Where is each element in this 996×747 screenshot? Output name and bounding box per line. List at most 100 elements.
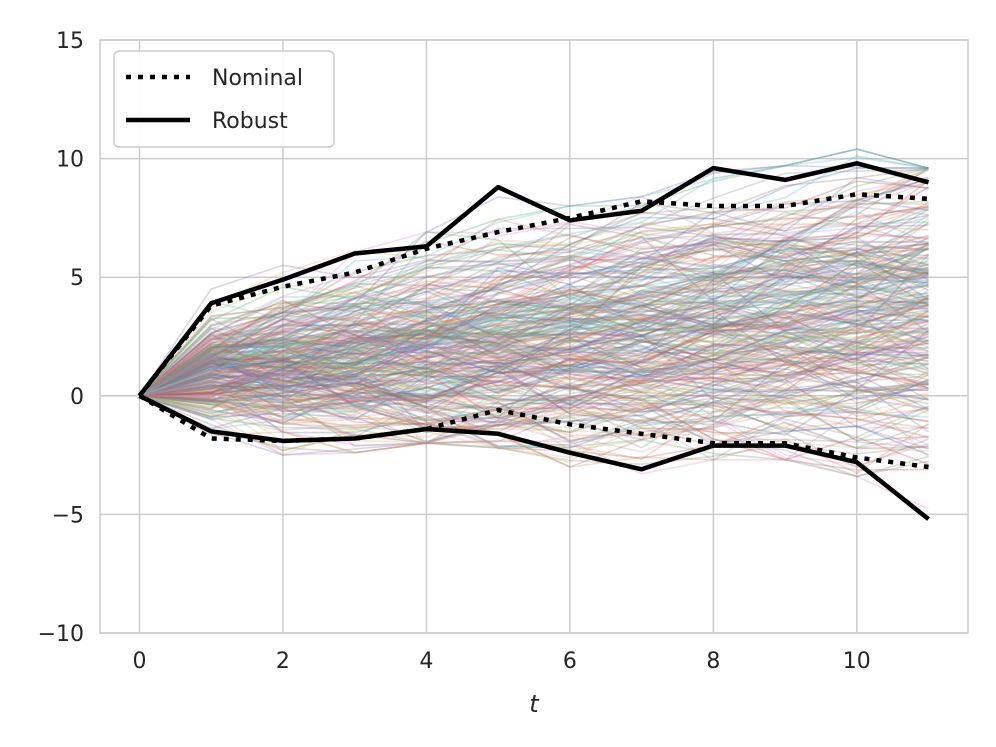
sample-path-line [139, 236, 929, 397]
sample-path-line [139, 201, 929, 397]
legend-robust-label: Robust [212, 109, 288, 134]
sample-path-line [138, 243, 929, 397]
sample-path-line [139, 167, 929, 397]
sample-path-line [139, 308, 929, 397]
sample-path-line [139, 363, 929, 449]
sample-path-line [139, 317, 929, 418]
sample-path-line [138, 224, 929, 397]
sample-path-line [139, 309, 929, 397]
y-tick-label: 5 [70, 266, 84, 291]
sample-path-line [138, 148, 929, 397]
sample-path-line [139, 198, 929, 399]
sample-path-line [139, 277, 929, 397]
sample-path-line [139, 342, 929, 413]
sample-path-line [138, 299, 929, 397]
sample-path-line [139, 313, 929, 452]
sample-path-line [139, 294, 929, 397]
sample-path-line [139, 204, 929, 397]
sample-path-line [139, 257, 930, 420]
sample-path-line [138, 169, 929, 397]
y-tick-label: −5 [52, 503, 84, 528]
sample-path-line [139, 358, 929, 468]
sample-path-line [139, 271, 929, 397]
sample-path-line [139, 359, 929, 410]
sample-path-line [139, 354, 929, 404]
sample-path-line [139, 342, 929, 437]
bound-lines [137, 161, 930, 521]
sample-path-line [139, 361, 929, 456]
x-tick-label: 8 [706, 649, 720, 674]
x-tick-label: 4 [419, 649, 433, 674]
sample-path-line [138, 269, 929, 397]
sample-path-line [139, 270, 929, 397]
sample-path-line [139, 387, 930, 458]
sample-path-line [139, 242, 930, 397]
sample-path-line [139, 331, 929, 397]
sample-path-line [139, 352, 929, 416]
sample-path-line [138, 248, 929, 397]
sample-path-line [139, 326, 929, 422]
sample-path-line [139, 263, 929, 414]
sample-path-line [139, 284, 929, 397]
sample-path-line [139, 308, 929, 424]
sample-path-line [139, 295, 929, 397]
sample-path-line [139, 364, 929, 442]
sample-path-line [139, 247, 929, 397]
sample-path-line [139, 366, 929, 445]
sample-path-line [139, 296, 929, 397]
sample-path-line [139, 384, 929, 442]
sample-path-line [139, 274, 929, 397]
sample-path-line [139, 346, 929, 450]
sample-path-line [139, 311, 929, 411]
sample-path-line [139, 243, 929, 397]
sample-path-line [139, 274, 929, 399]
sample-path-line [139, 323, 929, 402]
sample-path-line [139, 320, 929, 397]
sample-path-line [139, 205, 929, 397]
sample-path-line [139, 221, 929, 397]
sample-path-line [139, 395, 929, 456]
sample-path-line [139, 330, 929, 397]
sample-path-line [139, 272, 929, 397]
sample-path-line [139, 334, 929, 397]
sample-path-line [139, 395, 929, 467]
sample-path-line [139, 274, 929, 397]
sample-path-line [139, 180, 929, 397]
sample-path-line [139, 202, 929, 397]
sample-path-line [138, 208, 929, 397]
sample-path-line [139, 295, 929, 397]
sample-path-line [138, 263, 929, 397]
nominal-upper-line [137, 191, 929, 398]
sample-path-line [139, 348, 929, 404]
sample-path-line [138, 231, 929, 397]
sample-path-line [139, 236, 929, 397]
sample-path-line [138, 260, 929, 397]
sample-path-line [139, 384, 929, 437]
sample-path-line [139, 206, 929, 397]
sample-path-line [139, 304, 929, 397]
sample-path-line [139, 267, 929, 410]
sample-path-line [139, 253, 930, 410]
sample-path-line [139, 324, 929, 397]
sample-path-line [139, 179, 929, 397]
sample-path-line [139, 176, 929, 397]
sample-path-line [139, 247, 929, 397]
sample-path-line [139, 275, 929, 397]
sample-path-line [139, 339, 929, 401]
sample-path-line [139, 340, 929, 433]
sample-path-line [139, 148, 929, 397]
sample-path-line [139, 307, 929, 397]
sample-path-line [139, 245, 929, 397]
sample-path-line [139, 242, 929, 409]
x-tick-label: 2 [276, 649, 290, 674]
sample-path-line [139, 244, 929, 397]
sample-path-line [139, 335, 929, 397]
sample-path-line [138, 272, 929, 397]
sample-path-line [139, 356, 929, 423]
sample-path-line [138, 293, 929, 397]
sample-path-line [139, 327, 929, 401]
robust-lower-line [138, 393, 930, 521]
sample-path-line [139, 315, 929, 397]
sample-path-line [139, 247, 929, 398]
